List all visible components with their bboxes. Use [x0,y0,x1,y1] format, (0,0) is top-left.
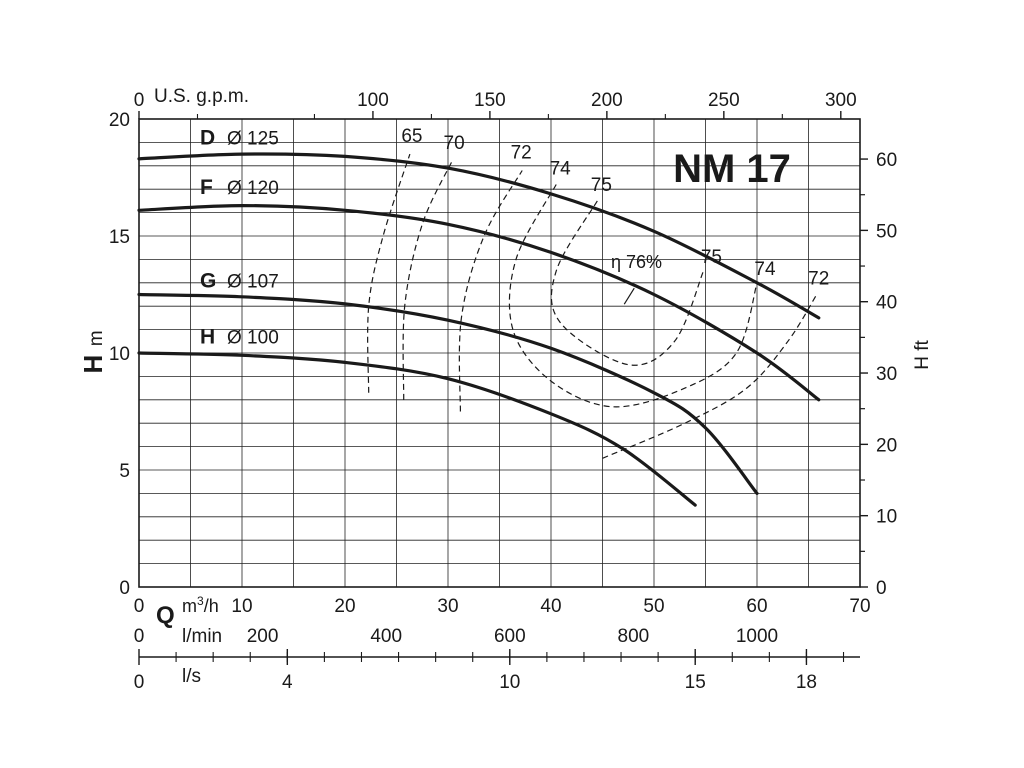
top-axis-tick-label: 250 [708,90,740,111]
head-curves [137,152,821,507]
y-tick-label: 15 [109,227,130,248]
x-tick-label: 20 [334,596,355,617]
x-tick-label: 40 [540,596,561,617]
y-tick-label: 20 [109,110,130,131]
x-tick-label: 70 [849,596,870,617]
top-axis-tick-label: 200 [591,90,623,111]
lmin-tick-label: 0 [134,626,145,647]
y-tick-label: 5 [119,461,130,482]
efficiency-contour-65 [367,153,411,393]
head-curve-H [137,351,697,507]
efficiency-contour-74 [508,184,758,408]
x-axis-unit: m3/h [182,594,219,616]
head-curve-F [137,203,821,402]
curve-diameter-H: Ø 100 [227,328,279,349]
efficiency-contour-label: 74 [550,159,572,180]
y-right-axis-label: H ft [912,340,933,370]
efficiency-contour-label: 74 [754,259,776,280]
head-curve-G [137,292,759,495]
y-right-tick-label: 40 [876,293,897,314]
lmin-tick-label: 400 [370,626,402,647]
x-tick-label: 30 [437,596,458,617]
ls-tick-label: 15 [685,672,706,693]
ls-tick-label: 10 [499,672,520,693]
y-right-tick-label: 10 [876,507,897,528]
lmin-tick-label: 600 [494,626,526,647]
y-right-tick-label: 50 [876,221,897,242]
x-tick-label: 0 [134,596,145,617]
efficiency-contour-75 [550,200,704,366]
efficiency-contour-72 [602,294,818,459]
lmin-tick-label: 1000 [736,626,778,647]
ls-axis-label: l/s [182,666,201,687]
y-axis-symbol: H [78,355,108,374]
x-axis-symbol: Q [156,602,175,629]
y-right-tick-label: 30 [876,364,897,385]
top-axis-tick-label: 150 [474,90,506,111]
efficiency-contour-70 [402,160,453,400]
y-tick-label: 0 [119,578,130,599]
x-tick-label: 50 [643,596,664,617]
y-axis-label: H m [78,330,108,373]
x-axis-unit-suffix: /h [204,596,219,616]
y-right-tick-label: 0 [876,578,887,599]
efficiency-contour-label: 72 [511,142,532,163]
curve-diameter-F: Ø 120 [227,178,279,199]
efficiency-contour-label: 75 [591,175,612,196]
curve-letter-D: D [200,127,215,150]
x-axis-unit-sup: 3 [197,594,204,608]
curve-diameter-D: Ø 125 [227,129,279,150]
lmin-axis-label: l/min [182,626,222,647]
ls-tick-label: 4 [282,672,293,693]
y-axis-unit: m [86,330,107,346]
ls-tick-label: 18 [796,672,817,693]
top-axis-label: U.S. g.p.m. [154,86,249,107]
top-axis-tick-label: 0 [134,90,145,111]
curve-diameter-G: Ø 107 [227,271,279,292]
efficiency-contour-label: 70 [444,133,465,154]
efficiency-peak-mark [623,287,635,305]
curve-letter-G: G [200,269,216,292]
ls-axis-minor-ticks [175,652,845,662]
curve-letter-F: F [200,176,213,199]
efficiency-contour-label: 72 [808,269,829,290]
y-tick-label: 10 [109,344,130,365]
x-tick-label: 60 [746,596,767,617]
chart-grid [139,119,860,587]
curve-letter-H: H [200,326,215,349]
head-curve-D [137,152,821,320]
y-right-tick-label: 20 [876,435,897,456]
efficiency-peak-label: η 76% [611,252,662,272]
lmin-tick-label: 800 [618,626,650,647]
chart-title: NM 17 [673,147,791,191]
curve-labels: D Ø 125 F Ø 120 G Ø 107 H Ø 100 [200,127,279,349]
x-axis-unit-prefix: m [182,596,197,616]
lmin-tick-label: 200 [247,626,279,647]
x-tick-label: 10 [231,596,252,617]
efficiency-contour-label: 65 [401,126,422,147]
top-axis-tick-label: 300 [825,90,857,111]
y-right-tick-label: 60 [876,150,897,171]
ls-tick-label: 0 [134,672,145,693]
efficiency-contour-72 [458,170,523,412]
top-axis-tick-label: 100 [357,90,389,111]
